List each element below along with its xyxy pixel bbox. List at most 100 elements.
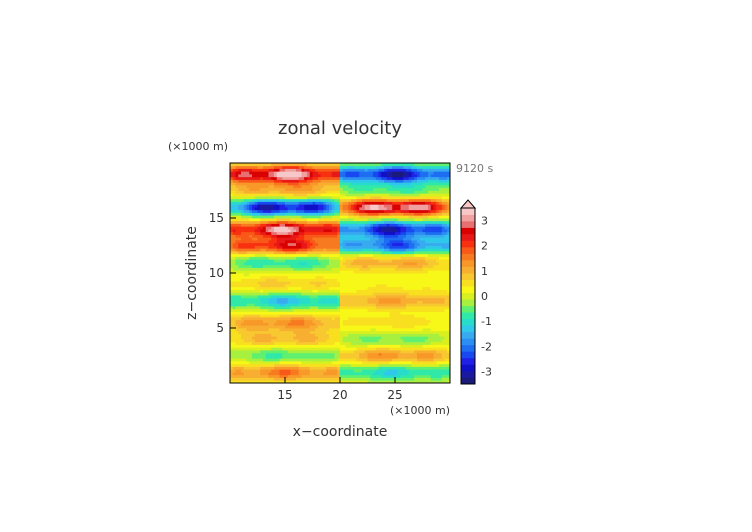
heatmap-cell	[249, 185, 253, 189]
heatmap-cell	[252, 306, 256, 310]
heatmap-cell	[271, 193, 275, 197]
heatmap-cell	[307, 174, 311, 178]
heatmap-cell	[309, 190, 313, 194]
heatmap-cell	[268, 380, 272, 383]
heatmap-cell	[287, 297, 291, 301]
heatmap-cell	[340, 303, 344, 307]
heatmap-cell	[263, 372, 267, 376]
heatmap-cell	[392, 372, 396, 376]
heatmap-cell	[312, 330, 316, 334]
heatmap-cell	[235, 264, 239, 268]
heatmap-cell	[279, 165, 283, 169]
heatmap-cell	[351, 204, 355, 208]
heatmap-cell	[301, 380, 305, 383]
heatmap-cell	[348, 270, 352, 274]
heatmap-cell	[282, 358, 286, 362]
heatmap-cell	[353, 182, 357, 186]
heatmap-cell	[309, 284, 313, 288]
heatmap-cell	[351, 182, 355, 186]
heatmap-cell	[271, 248, 275, 252]
heatmap-cell	[345, 374, 349, 378]
heatmap-cell	[384, 339, 388, 343]
heatmap-cell	[320, 259, 324, 263]
heatmap-cell	[318, 295, 322, 299]
heatmap-cell	[348, 295, 352, 299]
heatmap-cell	[285, 374, 289, 378]
heatmap-cell	[257, 220, 261, 224]
heatmap-cell	[265, 204, 269, 208]
heatmap-cell	[353, 278, 357, 282]
heatmap-cell	[307, 215, 311, 219]
heatmap-cell	[359, 248, 363, 252]
heatmap-cell	[342, 363, 346, 367]
heatmap-cell	[276, 259, 280, 263]
heatmap-cell	[342, 306, 346, 310]
heatmap-cell	[293, 355, 297, 359]
heatmap-cell	[246, 366, 250, 370]
heatmap-cell	[232, 292, 236, 296]
heatmap-cell	[265, 176, 269, 180]
heatmap-cell	[293, 273, 297, 277]
heatmap-cell	[232, 207, 236, 211]
heatmap-cell	[246, 341, 250, 345]
heatmap-cell	[392, 226, 396, 230]
heatmap-cell	[342, 201, 346, 205]
heatmap-cell	[318, 377, 322, 381]
heatmap-cell	[304, 196, 308, 200]
heatmap-cell	[356, 179, 360, 183]
heatmap-cell	[296, 377, 300, 381]
heatmap-cell	[337, 314, 341, 318]
heatmap-cell	[243, 245, 247, 249]
heatmap-cell	[353, 204, 357, 208]
heatmap-cell	[351, 179, 355, 183]
heatmap-cell	[356, 201, 360, 205]
heatmap-cell	[260, 319, 264, 323]
heatmap-cell	[356, 325, 360, 329]
heatmap-cell	[230, 350, 234, 354]
heatmap-cell	[389, 253, 393, 257]
heatmap-cell	[230, 242, 234, 246]
heatmap-cell	[345, 226, 349, 230]
heatmap-cell	[389, 251, 393, 255]
heatmap-cell	[287, 319, 291, 323]
heatmap-cell	[285, 242, 289, 246]
heatmap-cell	[282, 297, 286, 301]
heatmap-cell	[367, 319, 371, 323]
heatmap-cell	[301, 171, 305, 175]
heatmap-cell	[373, 237, 377, 241]
heatmap-cell	[318, 366, 322, 370]
heatmap-cell	[359, 374, 363, 378]
heatmap-cell	[241, 322, 245, 326]
heatmap-cell	[290, 220, 294, 224]
heatmap-cell	[334, 231, 338, 235]
heatmap-cell	[397, 289, 401, 293]
heatmap-cell	[279, 193, 283, 197]
heatmap-cell	[287, 380, 291, 383]
heatmap-cell	[348, 245, 352, 249]
heatmap-cell	[235, 372, 239, 376]
heatmap-cell	[238, 171, 242, 175]
heatmap-cell	[370, 300, 374, 304]
heatmap-cell	[323, 366, 327, 370]
heatmap-cell	[235, 289, 239, 293]
heatmap-cell	[334, 355, 338, 359]
heatmap-cell	[312, 361, 316, 365]
heatmap-cell	[293, 245, 297, 249]
heatmap-cell	[238, 295, 242, 299]
heatmap-cell	[282, 168, 286, 172]
heatmap-cell	[397, 229, 401, 233]
heatmap-cell	[287, 317, 291, 321]
heatmap-cell	[263, 270, 267, 274]
heatmap-cell	[340, 374, 344, 378]
heatmap-cell	[367, 352, 371, 356]
heatmap-cell	[298, 229, 302, 233]
heatmap-cell	[276, 207, 280, 211]
heatmap-cell	[298, 358, 302, 362]
heatmap-cell	[254, 231, 258, 235]
heatmap-cell	[274, 234, 278, 238]
heatmap-cell	[364, 317, 368, 321]
heatmap-cell	[392, 204, 396, 208]
heatmap-cell	[290, 267, 294, 271]
heatmap-cell	[268, 240, 272, 244]
heatmap-cell	[254, 237, 258, 241]
